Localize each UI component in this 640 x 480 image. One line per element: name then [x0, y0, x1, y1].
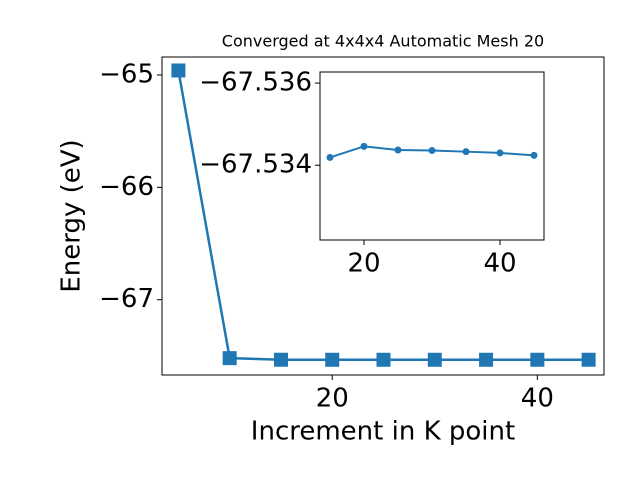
y-tick-label: −67 [99, 284, 154, 314]
x-tick-label: 20 [316, 384, 349, 414]
marker [427, 352, 442, 367]
marker [394, 146, 402, 154]
marker [171, 63, 186, 78]
y-axis-label: Energy (eV) [57, 139, 87, 292]
marker [462, 148, 470, 156]
marker [428, 146, 436, 154]
x-tick-label: 40 [483, 249, 516, 279]
x-tick-label: 40 [521, 384, 554, 414]
marker [222, 351, 237, 366]
marker [479, 352, 494, 367]
marker [581, 352, 596, 367]
marker [325, 352, 340, 367]
y-tick-label: −67.536 [199, 68, 312, 98]
x-axis-label: Increment in K point [251, 417, 515, 447]
y-tick-label: −65 [99, 59, 154, 89]
marker [360, 142, 368, 150]
chart-title: Converged at 4x4x4 Automatic Mesh 20 [222, 32, 544, 51]
marker [530, 151, 538, 159]
marker [496, 149, 504, 157]
marker [530, 352, 545, 367]
x-tick-label: 20 [347, 249, 380, 279]
marker [326, 153, 334, 161]
y-tick-label: −66 [99, 172, 154, 202]
marker [376, 352, 391, 367]
y-tick-label: −67.534 [199, 150, 312, 180]
marker [273, 352, 288, 367]
plot-area [319, 71, 545, 241]
